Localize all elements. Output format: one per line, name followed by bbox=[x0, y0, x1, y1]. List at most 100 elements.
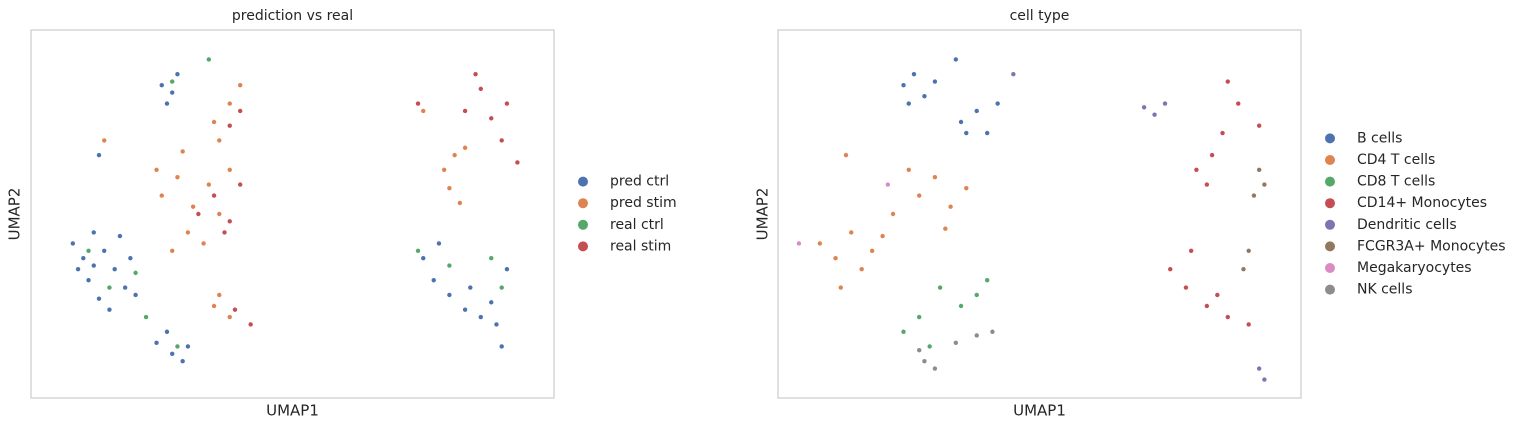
point bbox=[1168, 267, 1173, 272]
point bbox=[175, 71, 180, 77]
point bbox=[96, 296, 102, 301]
point bbox=[164, 329, 170, 334]
point bbox=[468, 285, 473, 290]
point bbox=[796, 241, 802, 246]
point bbox=[478, 86, 483, 92]
point bbox=[232, 307, 238, 312]
legend-marker bbox=[578, 198, 588, 209]
point bbox=[1215, 292, 1220, 298]
legend-label: FCGR3A+ Monocytes bbox=[1357, 238, 1506, 254]
point bbox=[96, 152, 102, 158]
point bbox=[457, 200, 463, 206]
point bbox=[838, 285, 843, 290]
point bbox=[206, 57, 212, 62]
point bbox=[1011, 71, 1016, 77]
point bbox=[504, 101, 510, 106]
point bbox=[462, 145, 468, 150]
point bbox=[211, 119, 217, 125]
point bbox=[441, 167, 447, 173]
point bbox=[248, 322, 253, 327]
point bbox=[91, 230, 96, 235]
point bbox=[1256, 366, 1262, 371]
legend-marker bbox=[1325, 219, 1335, 230]
point bbox=[880, 233, 885, 239]
point bbox=[436, 241, 442, 246]
point bbox=[943, 226, 948, 231]
legend-label: B cells bbox=[1357, 130, 1402, 146]
point bbox=[117, 233, 123, 239]
point bbox=[1204, 182, 1210, 187]
point bbox=[974, 292, 979, 298]
point bbox=[817, 241, 823, 246]
point bbox=[190, 204, 196, 209]
point bbox=[990, 329, 995, 334]
point bbox=[494, 322, 499, 327]
point bbox=[1241, 267, 1246, 272]
point bbox=[890, 211, 896, 217]
point bbox=[185, 230, 191, 235]
point bbox=[953, 340, 959, 345]
point bbox=[159, 83, 164, 88]
point bbox=[948, 204, 953, 209]
plot-frame bbox=[777, 29, 1302, 399]
legend-label: CD14+ Monocytes bbox=[1357, 195, 1487, 211]
point bbox=[499, 344, 504, 349]
point bbox=[431, 278, 436, 283]
point bbox=[122, 285, 128, 290]
point bbox=[843, 152, 849, 158]
point bbox=[917, 347, 922, 353]
point bbox=[859, 267, 864, 272]
legend-marker bbox=[1325, 198, 1335, 209]
point bbox=[170, 79, 175, 84]
point bbox=[1236, 101, 1241, 106]
point bbox=[211, 193, 217, 198]
point bbox=[922, 94, 927, 99]
chart-title: prediction vs real bbox=[232, 8, 353, 24]
point bbox=[499, 285, 504, 290]
point bbox=[86, 278, 91, 283]
legend-label: Megakaryocytes bbox=[1357, 260, 1472, 276]
legend-label: real stim bbox=[610, 238, 671, 254]
point bbox=[447, 186, 452, 191]
point bbox=[911, 71, 917, 77]
point bbox=[927, 344, 932, 349]
point bbox=[1225, 314, 1230, 320]
point bbox=[201, 241, 206, 246]
point bbox=[70, 241, 76, 246]
point bbox=[489, 300, 494, 305]
point bbox=[227, 219, 232, 224]
point bbox=[1256, 123, 1262, 128]
point bbox=[985, 278, 990, 283]
point bbox=[206, 182, 212, 187]
point bbox=[211, 303, 217, 309]
point bbox=[238, 83, 243, 88]
point bbox=[170, 90, 175, 95]
x-axis-label: UMAP1 bbox=[266, 402, 319, 420]
point bbox=[489, 255, 494, 261]
point bbox=[102, 248, 107, 253]
point bbox=[159, 193, 164, 198]
point bbox=[170, 248, 175, 253]
point bbox=[222, 230, 227, 235]
point bbox=[81, 255, 86, 261]
point bbox=[917, 193, 922, 198]
point bbox=[180, 149, 185, 154]
point bbox=[175, 175, 180, 180]
y-axis-label: UMAP2 bbox=[6, 188, 24, 241]
point bbox=[447, 292, 452, 298]
point bbox=[415, 248, 421, 253]
point bbox=[901, 329, 906, 334]
point bbox=[107, 307, 112, 312]
legend-label: Dendritic cells bbox=[1357, 217, 1457, 233]
legend-label: CD8 T cells bbox=[1357, 174, 1435, 190]
point bbox=[1183, 285, 1189, 290]
point bbox=[1246, 322, 1251, 327]
x-axis-label: UMAP1 bbox=[1013, 402, 1066, 420]
point bbox=[869, 248, 875, 253]
legend-label: CD4 T cells bbox=[1357, 152, 1435, 168]
point bbox=[901, 83, 906, 88]
point bbox=[1246, 248, 1251, 253]
point bbox=[489, 116, 494, 121]
point bbox=[143, 314, 149, 320]
point bbox=[175, 344, 180, 349]
